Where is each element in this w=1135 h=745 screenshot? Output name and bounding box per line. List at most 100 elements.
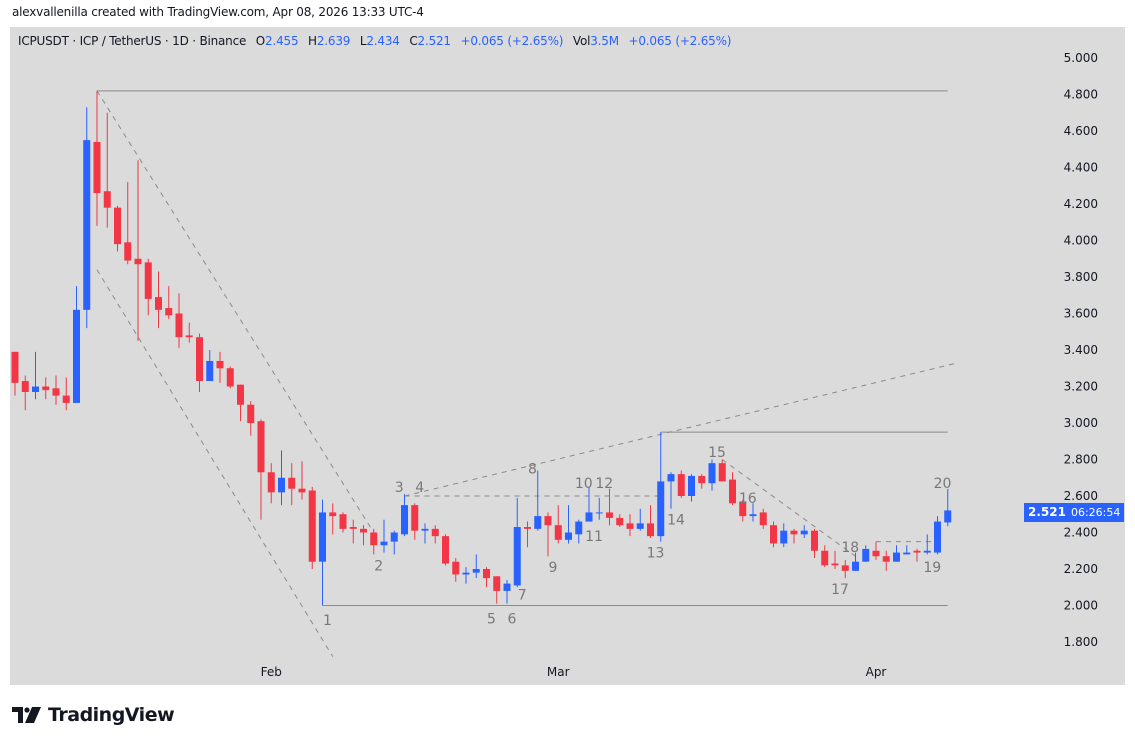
- candle-down: [185, 322, 193, 343]
- legend-low-label: L: [359, 34, 367, 48]
- y-tick-label: 3.800: [1064, 270, 1098, 284]
- wave-label: 15: [708, 445, 726, 461]
- candle-body: [124, 242, 132, 261]
- candle-up: [923, 534, 931, 555]
- candle-down: [483, 567, 490, 588]
- dashed-trend-line: [404, 362, 959, 497]
- candle-up: [575, 519, 583, 544]
- legend-high: 2.639: [316, 34, 351, 48]
- candle-body: [298, 488, 306, 493]
- candle-up: [472, 554, 480, 579]
- candle-body: [21, 381, 29, 392]
- legend-close-label: C: [409, 34, 418, 48]
- wave-label: 9: [549, 560, 558, 576]
- y-tick-label: 3.400: [1064, 343, 1098, 357]
- candle-body: [308, 490, 316, 562]
- candle-body: [155, 297, 162, 310]
- candle-up: [657, 432, 665, 542]
- candle-body: [360, 528, 367, 533]
- candle-body: [565, 532, 572, 540]
- candle-down: [647, 505, 654, 538]
- candle-body: [329, 512, 337, 517]
- candle-down: [93, 90, 101, 226]
- candle-body: [390, 532, 398, 542]
- candle-body: [872, 550, 880, 557]
- wave-label: 10: [575, 476, 593, 492]
- chart-pane[interactable]: 1.800 2.000 2.200 2.400 2.600 2.800 3.000 3.200…: [10, 27, 1125, 685]
- wave-label: 11: [585, 529, 603, 545]
- candle-body: [442, 536, 449, 564]
- candle-body: [534, 516, 542, 529]
- candle-body: [421, 528, 429, 531]
- candle-down: [247, 401, 255, 436]
- candle-up: [862, 545, 870, 562]
- candle-body: [483, 569, 490, 579]
- candle-down: [729, 472, 736, 506]
- candle-down: [124, 182, 132, 265]
- candle-body: [339, 514, 347, 529]
- candle-up: [667, 472, 675, 509]
- candle-body: [831, 563, 839, 566]
- candle-down: [114, 205, 121, 252]
- candle-body: [11, 351, 19, 383]
- candle-up: [780, 523, 788, 548]
- legend-change: +0.065 (+2.65%): [460, 34, 564, 48]
- candle-up: [903, 545, 911, 555]
- y-tick-label: 3.600: [1064, 307, 1098, 321]
- candle-body: [411, 505, 419, 531]
- dashed-trend-line: [96, 90, 375, 533]
- candle-body: [677, 474, 685, 496]
- candle-up: [852, 552, 859, 571]
- tradingview-logo[interactable]: TradingView: [12, 704, 175, 726]
- candle-up: [688, 474, 695, 502]
- candle-body: [749, 514, 757, 517]
- candle-body: [934, 521, 941, 553]
- candle-down: [360, 525, 367, 546]
- candle-body: [472, 569, 480, 573]
- candle-body: [206, 360, 214, 382]
- candle-down: [237, 384, 244, 422]
- candle-up: [503, 579, 511, 604]
- candle-body: [267, 472, 275, 493]
- candle-body: [42, 386, 50, 391]
- y-tick-label: 4.000: [1064, 234, 1098, 248]
- candle-up: [934, 516, 941, 555]
- candlestick-chart[interactable]: 1.800 2.000 2.200 2.400 2.600 2.800 3.000 3.200…: [10, 27, 1125, 685]
- candle-up: [421, 523, 429, 544]
- candle-up: [749, 503, 757, 522]
- candle-up: [534, 470, 542, 531]
- candle-body: [52, 388, 60, 396]
- candle-down: [308, 486, 316, 569]
- last-price-tag: 2.521 06:26:54: [1024, 503, 1125, 522]
- candle-body: [134, 258, 142, 265]
- candle-up: [636, 508, 644, 531]
- wave-label: 8: [528, 462, 537, 478]
- candle-down: [452, 558, 460, 582]
- candle-body: [667, 474, 675, 482]
- wave-label: 17: [831, 582, 849, 598]
- candle-down: [411, 503, 419, 540]
- candle-body: [913, 550, 921, 553]
- symbol-legend: ICPUSDT · ICP / TetherUS · 1D · Binance …: [18, 34, 731, 48]
- candle-body: [83, 140, 91, 310]
- candle-body: [862, 548, 870, 562]
- wave-label: 2: [374, 558, 383, 574]
- legend-high-label: H: [308, 34, 317, 48]
- candle-body: [606, 512, 613, 518]
- candle-body: [144, 262, 152, 299]
- candle-body: [247, 404, 255, 423]
- candle-down: [216, 351, 224, 383]
- candle-down: [524, 521, 531, 548]
- legend-symbol[interactable]: ICPUSDT · ICP / TetherUS · 1D · Binance: [18, 34, 247, 48]
- tradingview-logo-icon: [12, 707, 41, 723]
- candle-down: [11, 351, 19, 396]
- candle-down: [554, 505, 562, 544]
- candle-up: [278, 450, 285, 506]
- x-tick-label: Feb: [261, 665, 282, 679]
- candle-up: [401, 494, 408, 537]
- legend-open-label: O: [255, 34, 266, 48]
- candle-down: [42, 377, 50, 400]
- legend-low: 2.434: [366, 34, 400, 48]
- candle-down: [759, 508, 767, 529]
- candle-body: [903, 552, 911, 555]
